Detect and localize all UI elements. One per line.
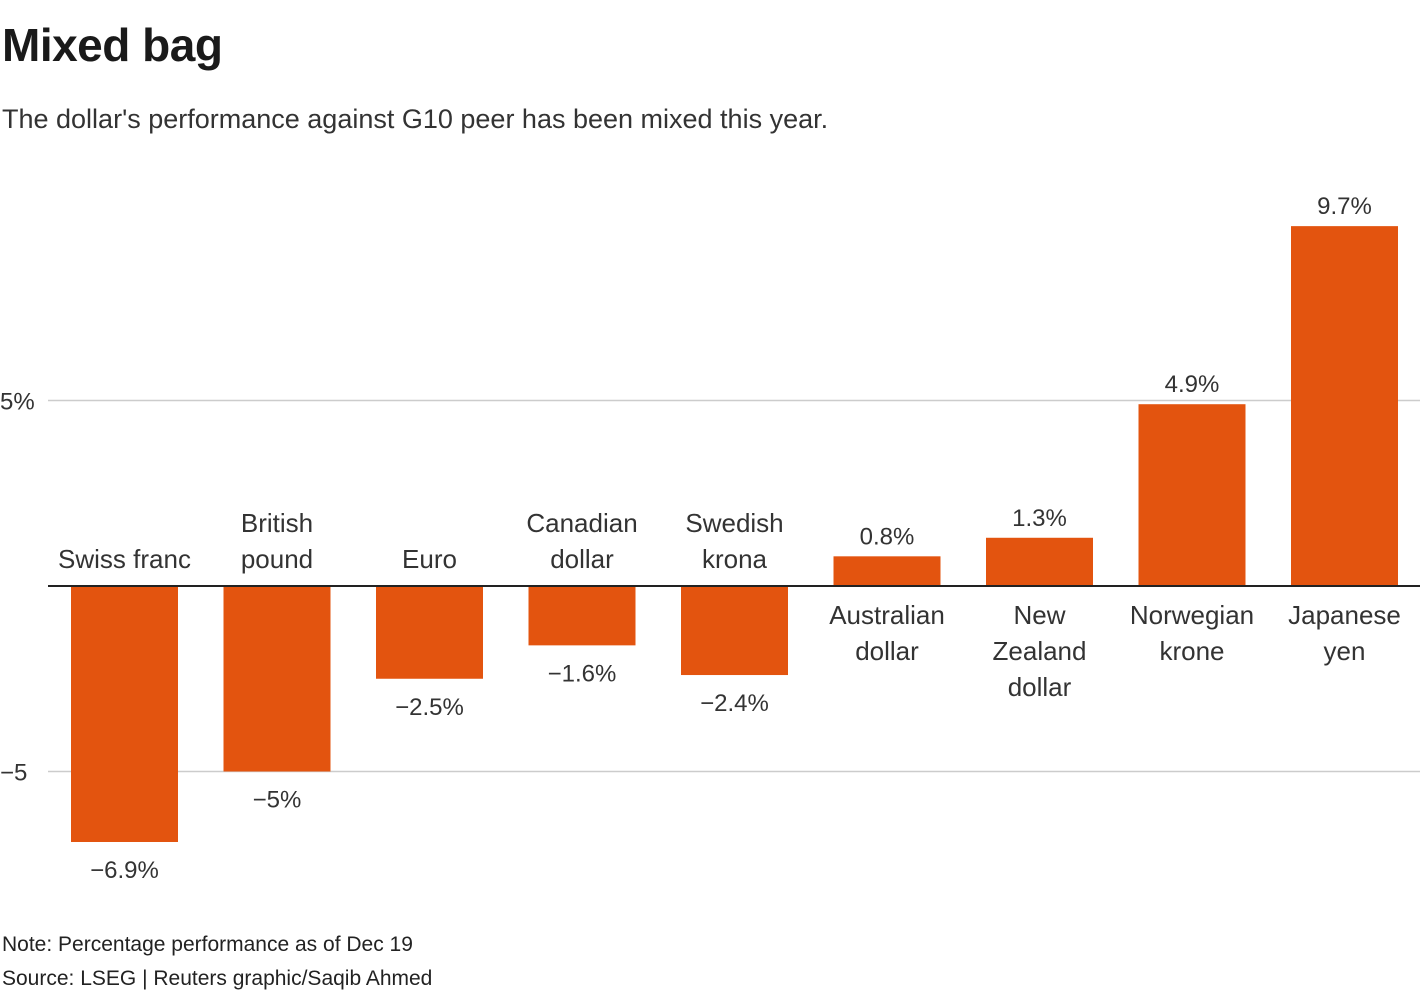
- category-label: pound: [241, 544, 313, 574]
- y-tick-label: −5: [0, 760, 27, 787]
- bar: [528, 586, 636, 646]
- category-label: Swiss franc: [58, 544, 191, 574]
- bar-value-label: 0.8%: [860, 523, 915, 550]
- bar: [71, 586, 178, 842]
- y-tick-label: 5%: [0, 389, 35, 416]
- category-label: krona: [702, 544, 768, 574]
- bar-value-label: −2.5%: [395, 694, 464, 721]
- bar-value-label: −5%: [253, 787, 302, 814]
- chart-subtitle: The dollar's performance against G10 pee…: [2, 104, 829, 134]
- category-label: British: [241, 508, 313, 538]
- category-label: dollar: [1008, 672, 1072, 702]
- bar: [833, 556, 941, 586]
- bar-value-label: 9.7%: [1317, 193, 1372, 220]
- bar-value-label: −6.9%: [90, 857, 159, 884]
- category-label: Australian: [829, 600, 945, 630]
- bar-value-label: −1.6%: [548, 660, 617, 687]
- bar-value-label: −2.4%: [700, 690, 769, 717]
- bar: [681, 586, 788, 676]
- category-label: yen: [1324, 636, 1366, 666]
- chart-title: Mixed bag: [2, 19, 223, 71]
- category-label: dollar: [855, 636, 919, 666]
- bar: [1291, 226, 1398, 586]
- bar: [376, 586, 483, 679]
- category-label: Japanese: [1288, 600, 1401, 630]
- category-label: dollar: [550, 544, 614, 574]
- bar: [1138, 404, 1246, 586]
- category-label: Euro: [402, 544, 457, 574]
- category-label: New: [1013, 600, 1065, 630]
- bar-value-label: 4.9%: [1165, 371, 1220, 398]
- category-label: Swedish: [685, 508, 783, 538]
- category-label: Canadian: [526, 508, 637, 538]
- category-label: krone: [1159, 636, 1224, 666]
- chart-note: Note: Percentage performance as of Dec 1…: [2, 933, 413, 956]
- category-label: Norwegian: [1130, 600, 1254, 630]
- bar: [986, 537, 1093, 586]
- category-label: Zealand: [993, 636, 1087, 666]
- chart-source: Source: LSEG | Reuters graphic/Saqib Ahm…: [2, 967, 433, 990]
- bar: [223, 586, 331, 772]
- bar-value-label: 1.3%: [1012, 505, 1067, 532]
- bar-chart: 5% −5 −6.9% Swiss franc −5% British pound −2.5%…: [0, 193, 1420, 884]
